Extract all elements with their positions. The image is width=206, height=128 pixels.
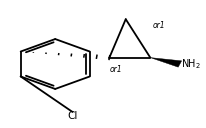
- Text: or1: or1: [109, 65, 122, 74]
- Text: or1: or1: [152, 21, 165, 30]
- Text: Cl: Cl: [67, 111, 78, 121]
- Text: NH$_2$: NH$_2$: [181, 57, 201, 71]
- Polygon shape: [150, 58, 182, 67]
